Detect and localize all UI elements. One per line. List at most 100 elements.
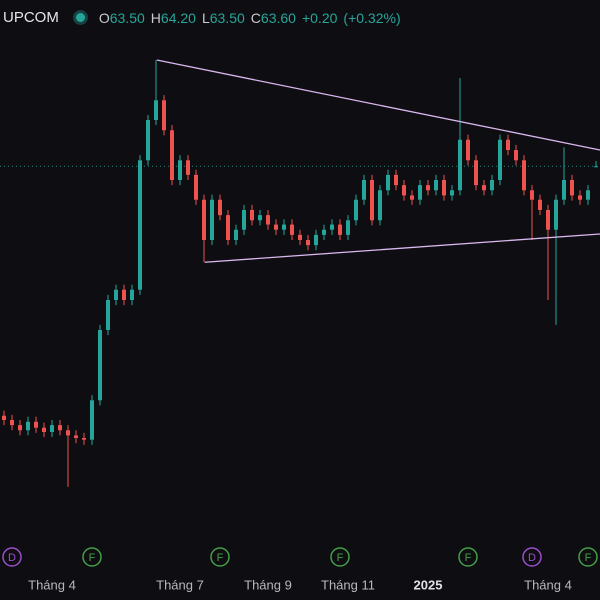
candle-body <box>370 180 374 221</box>
candle-body <box>410 195 414 200</box>
candle-body <box>562 180 566 200</box>
candle-body <box>10 420 14 426</box>
candle-body <box>218 199 222 216</box>
candle-body <box>498 139 502 180</box>
event-label: F <box>465 552 472 564</box>
candle-body <box>250 210 254 221</box>
candle-body <box>306 240 310 246</box>
candle-body <box>130 289 134 300</box>
low-value: 63.50 <box>209 9 245 26</box>
open-value: 63.50 <box>109 9 145 26</box>
change-value: +0.20 <box>301 9 338 26</box>
trendline <box>204 233 600 263</box>
event-label: F <box>585 552 592 564</box>
candle-body <box>106 300 110 330</box>
status-dot <box>75 13 85 22</box>
candle-body <box>82 438 86 440</box>
event-marker <box>522 547 542 567</box>
legend-header: UPCOM O 63.50 H 64.20 L 63.50 C 63.60 +0.20(… <box>3 9 407 26</box>
candle-body <box>490 180 494 191</box>
candle-body <box>90 400 94 440</box>
candle-body <box>522 160 526 191</box>
candle-body <box>330 224 334 230</box>
candle-body <box>114 289 118 300</box>
candle-body <box>186 160 190 175</box>
event-label: D <box>8 552 16 564</box>
x-tick-label: Tháng 7 <box>156 577 204 592</box>
close-value: 63.60 <box>260 9 296 26</box>
low-label: L <box>201 9 210 26</box>
event-label: F <box>217 552 224 564</box>
candle-body <box>570 180 574 196</box>
event-marker <box>210 547 230 567</box>
candle-body <box>386 174 390 191</box>
candle-body <box>314 234 318 246</box>
x-tick-label: Tháng 4 <box>28 577 76 592</box>
candle-body <box>146 120 150 161</box>
candle-body <box>442 180 446 196</box>
candle-body <box>586 190 590 200</box>
candle-body <box>42 427 46 432</box>
candle-body <box>322 229 326 235</box>
candle-body <box>434 180 438 191</box>
candle-body <box>234 229 238 240</box>
candle-body <box>378 190 382 221</box>
candle-body <box>74 435 78 438</box>
candle-body <box>506 139 510 150</box>
candle-body <box>426 185 430 191</box>
event-marker <box>330 547 350 567</box>
candle-body <box>514 150 518 161</box>
candle-body <box>346 220 350 235</box>
x-tick-label: Tháng 11 <box>321 577 375 592</box>
candle-body <box>202 199 206 240</box>
change-percent: (+0.32%) <box>343 9 401 26</box>
candle-body <box>178 160 182 180</box>
candle-body <box>394 174 398 186</box>
candle-body <box>418 185 422 200</box>
candle-body <box>298 234 302 240</box>
candle-body <box>258 215 262 221</box>
candle-body <box>226 215 230 240</box>
candle-body <box>18 425 22 431</box>
candle-body <box>266 215 270 225</box>
event-label: F <box>337 552 344 564</box>
candle-body <box>290 224 294 235</box>
candle-body <box>66 430 70 436</box>
close-label: C <box>250 9 261 26</box>
high-value: 64.20 <box>160 9 196 26</box>
candle-body <box>466 139 470 161</box>
candle-body <box>2 415 6 420</box>
candle-body <box>458 139 462 191</box>
event-marker <box>2 547 22 567</box>
exchange: UPCOM <box>3 9 59 26</box>
candle-body <box>554 199 558 230</box>
candle-body <box>338 224 342 235</box>
open-label: O <box>98 9 110 26</box>
trendline <box>156 59 600 151</box>
candle-body <box>546 210 550 230</box>
candle-body <box>274 224 278 230</box>
event-label: F <box>89 552 96 564</box>
candle-body <box>210 199 214 240</box>
candle-body <box>538 199 542 210</box>
candle-body <box>530 190 534 200</box>
candle-body <box>58 425 62 431</box>
candle-body <box>170 130 174 180</box>
candle-body <box>474 160 478 186</box>
candle-body <box>362 180 366 200</box>
x-tick-label: 2025 <box>414 577 443 592</box>
candle-body <box>450 190 454 196</box>
candle-body <box>26 421 30 431</box>
high-label: H <box>150 9 161 26</box>
candle-body <box>282 224 286 230</box>
x-tick-label: Tháng 9 <box>244 577 292 592</box>
candle-body <box>482 185 486 191</box>
candle-body <box>138 160 142 290</box>
candle-body <box>242 210 246 230</box>
candle-body <box>402 185 406 196</box>
event-marker <box>578 547 598 567</box>
candle-body <box>122 289 126 300</box>
candle-body <box>578 195 582 200</box>
